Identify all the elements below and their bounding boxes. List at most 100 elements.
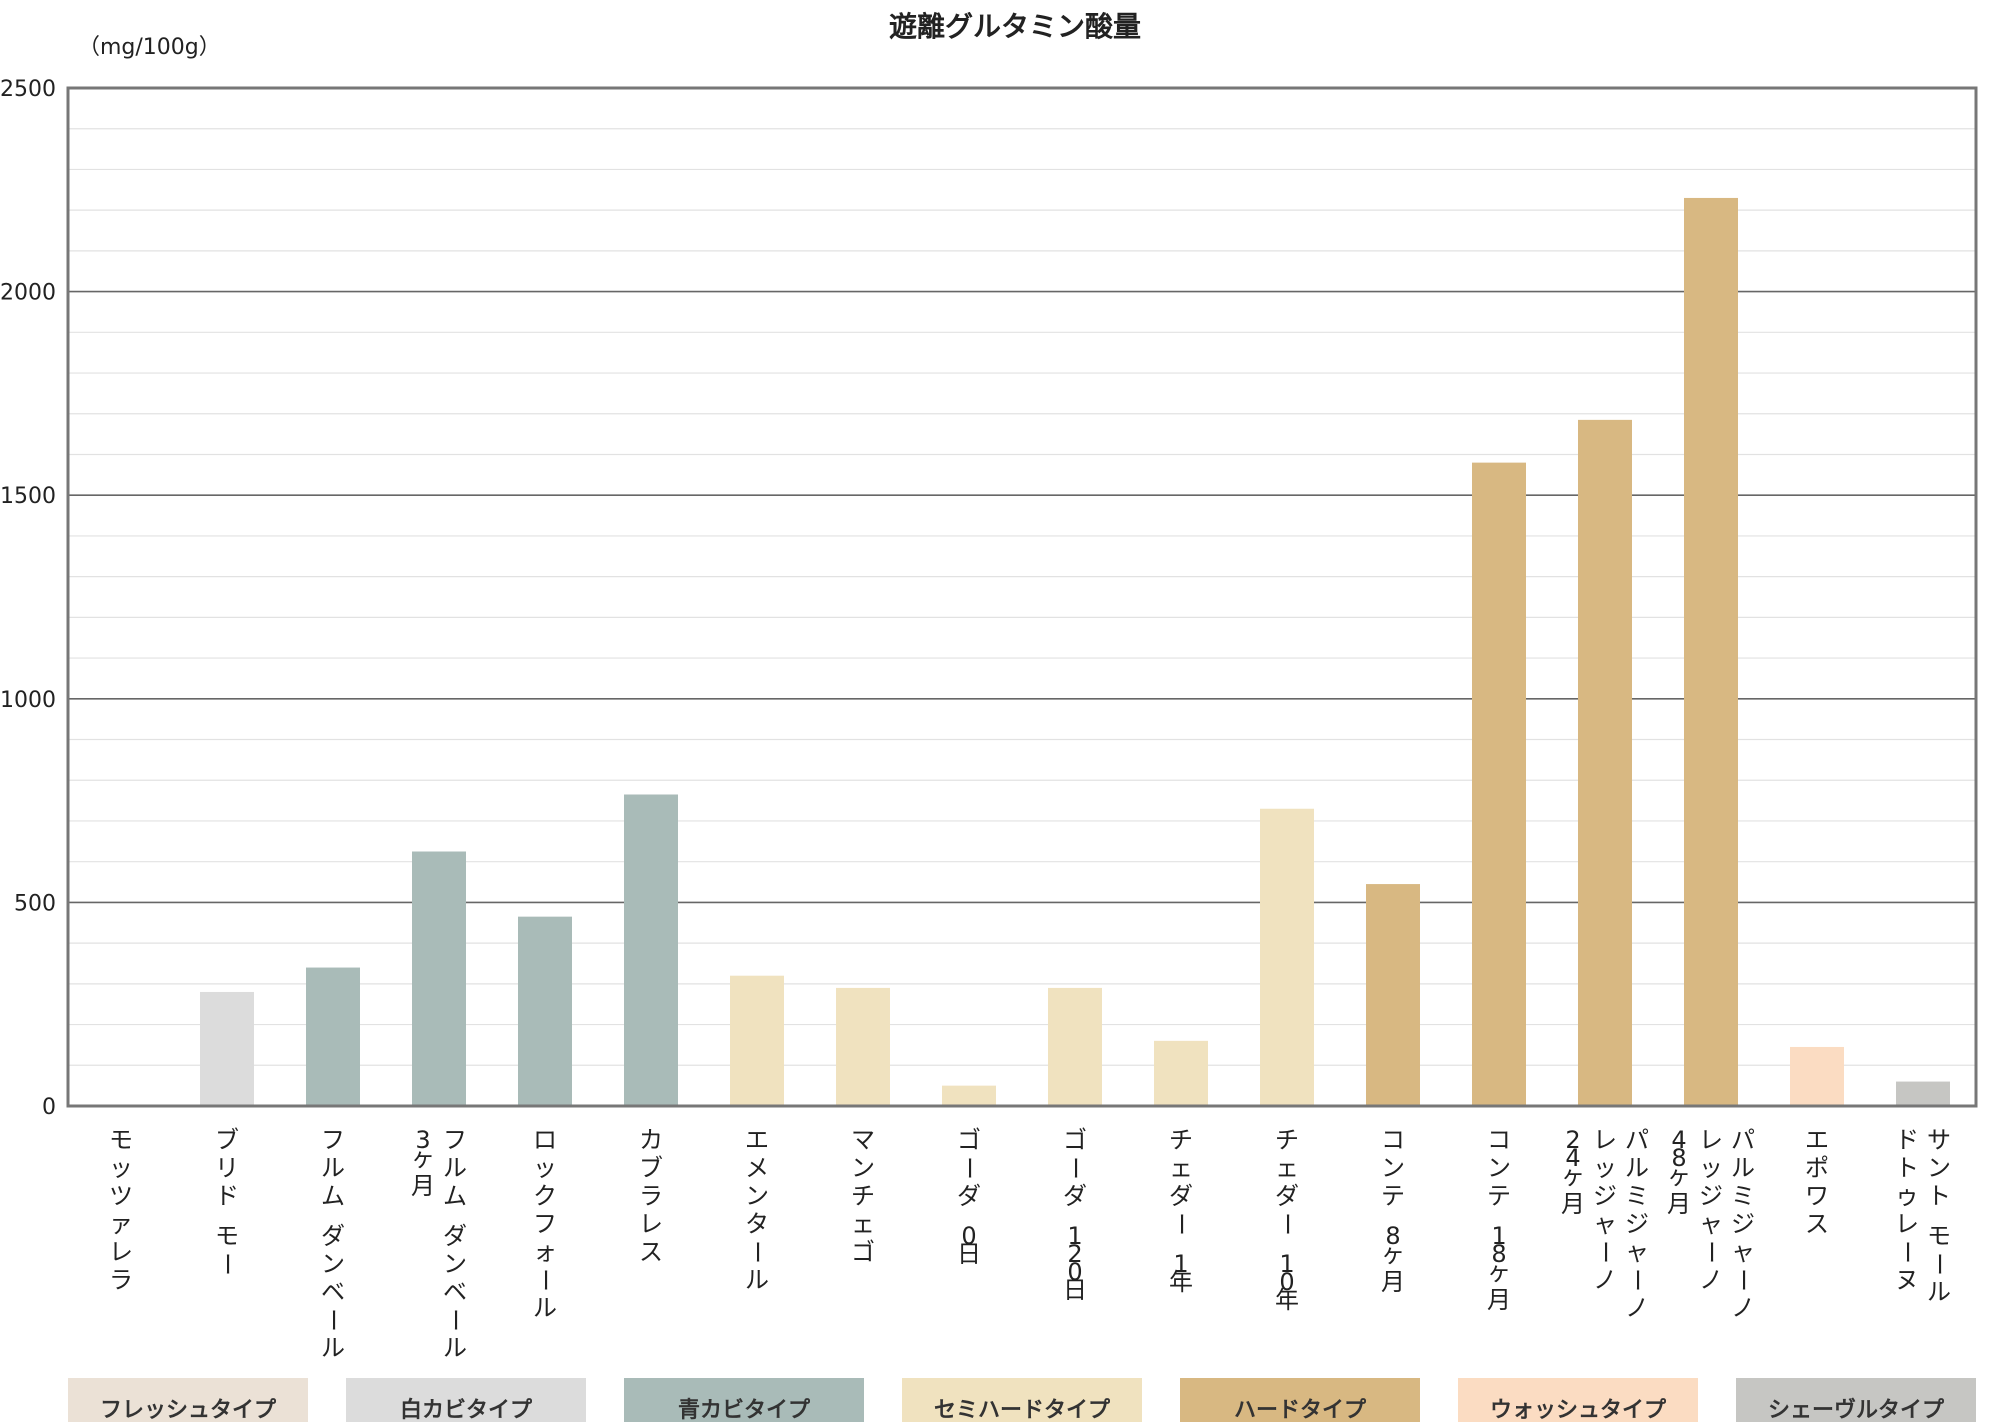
x-tick-label-char: ブ (639, 1154, 663, 1182)
x-tick-label-char: ー (1697, 1240, 1725, 1264)
x-tick-label-char: ダ (443, 1222, 467, 1250)
x-tick-label-char: ャ (1593, 1210, 1617, 1238)
x-tick-label-char: モ (215, 1222, 239, 1250)
x-tick-label-char: ォ (533, 1238, 557, 1266)
x-tick-label-char: ル (1927, 1278, 1951, 1306)
y-tick-label: 2500 (0, 77, 56, 102)
x-tick-label-char: マ (851, 1126, 875, 1154)
x-tick-label-char: ー (1893, 1240, 1921, 1264)
y-tick-label: 0 (42, 1095, 56, 1120)
x-tick-label-char: ム (321, 1182, 345, 1210)
x-tick-label-char: ッ (1593, 1154, 1617, 1182)
legend-label: 白カビタイプ (400, 1397, 533, 1422)
x-tick-label-char: パ (1625, 1126, 1649, 1154)
legend-swatch (346, 1378, 586, 1422)
x-tick-label-char: ッ (109, 1154, 133, 1182)
x-tick-label-char: ノ (1625, 1294, 1649, 1322)
x-tick-label-char: ベ (443, 1278, 467, 1306)
legend-swatch (1458, 1378, 1698, 1422)
legend-label: ウォッシュタイプ (1490, 1398, 1667, 1422)
x-tick-label-char: 1 (1491, 1222, 1506, 1250)
x-tick-label-char: コ (1487, 1126, 1511, 1154)
x-tick-label-char: ー (1167, 1212, 1195, 1236)
x-tick-label-char: レ (109, 1238, 133, 1266)
x-tick-label-char: ト (1895, 1154, 1919, 1182)
x-tick-label-char: ル (1625, 1154, 1649, 1182)
x-tick-label-char: 4 (1565, 1144, 1580, 1172)
x-tick-label-char: チ (1169, 1126, 1193, 1154)
x-tick-label-char: ジ (1731, 1210, 1755, 1238)
x-tick-label-char: 日 (1063, 1276, 1087, 1304)
x-tick-label-char: 3 (415, 1126, 430, 1154)
x-tick-label-char: 2 (1565, 1126, 1580, 1154)
x-tick-label-char: ミ (1625, 1182, 1649, 1210)
x-tick-label-char: ー (531, 1268, 559, 1292)
x-tick-label-char: ス (1805, 1210, 1829, 1238)
x-tick-label-char: 1 (1279, 1250, 1294, 1278)
bar (1154, 1040, 1208, 1106)
x-tick-label-char: エ (1805, 1126, 1829, 1154)
y-tick-label: 1000 (0, 688, 56, 713)
legend-label: ハードタイプ (1234, 1398, 1367, 1422)
bar (412, 851, 466, 1106)
x-tick-label-char: ン (1487, 1154, 1511, 1182)
x-tick-label-char: ダ (321, 1222, 345, 1250)
x-tick-label-char: サ (1927, 1126, 1951, 1154)
x-tick-label-char: タ (745, 1210, 769, 1238)
x-tick-label-char: ク (533, 1182, 557, 1210)
x-tick-label-char: フ (321, 1126, 345, 1154)
x-tick-label-char: ヌ (1895, 1266, 1919, 1294)
x-tick-label-char: ル (1731, 1154, 1755, 1182)
x-tick-label-char: チ (1275, 1126, 1299, 1154)
x-tick-label-char: ン (745, 1182, 769, 1210)
x-tick-label-char: テ (1487, 1182, 1511, 1210)
x-tick-label-char: ェ (851, 1210, 875, 1238)
x-tick-label-char: ラ (639, 1182, 663, 1210)
legend-swatch (624, 1378, 864, 1422)
x-tick-label-char: ー (1273, 1212, 1301, 1236)
x-tick-label-char: ッ (533, 1154, 557, 1182)
x-tick-label-char: メ (745, 1154, 769, 1182)
legend-swatch (902, 1378, 1142, 1422)
x-tick-label-char: ワ (1805, 1182, 1829, 1210)
x-tick-label-char: 0 (961, 1222, 976, 1250)
x-tick-label-char: ロ (533, 1126, 557, 1154)
bar (1260, 808, 1314, 1106)
x-tick-label-char: カ (639, 1126, 663, 1154)
legend-swatch (68, 1378, 308, 1422)
x-tick-label-char: 0 (1279, 1268, 1294, 1296)
x-tick-label-char: 日 (957, 1240, 981, 1268)
x-tick-label-char: ン (1927, 1154, 1951, 1182)
chart-title: 遊離グルタミン酸量 (889, 10, 1141, 43)
x-tick-label-char: ャ (1699, 1210, 1723, 1238)
legend-label: 青カビタイプ (678, 1398, 811, 1422)
legend-label: シェーヴルタイプ (1768, 1397, 1945, 1422)
x-tick-label-char: ル (443, 1154, 467, 1182)
x-tick-label-char: ノ (1593, 1266, 1617, 1294)
y-tick-label: 1500 (0, 484, 56, 509)
x-tick-label-char: ツ (109, 1182, 133, 1210)
x-tick-label-char: 0 (1067, 1258, 1082, 1286)
y-tick-labels: 0 500 1000 1500 2000 2500 (0, 77, 56, 1120)
x-tick-label-char: 月 (1667, 1190, 1691, 1218)
x-tick-label-char: ミ (1731, 1182, 1755, 1210)
x-tick-label-char: 月 (1487, 1286, 1511, 1314)
x-tick-label-char: ヶ (411, 1144, 435, 1172)
x-tick-label-char: ャ (1731, 1238, 1755, 1266)
x-tick-label-char: ル (745, 1266, 769, 1294)
x-tick-label-char: ダ (1063, 1182, 1087, 1210)
bar (1684, 197, 1738, 1107)
x-tick-label-char: ジ (1699, 1182, 1723, 1210)
x-tick-label-char: ー (1729, 1268, 1757, 1292)
x-tick-label-char: ァ (109, 1210, 133, 1238)
bar (518, 916, 572, 1106)
x-tick-label-char: ャ (1625, 1238, 1649, 1266)
x-tick-label-char: テ (1381, 1182, 1405, 1210)
legend-swatch (1180, 1378, 1420, 1422)
x-tick-label-char: 2 (1067, 1240, 1082, 1268)
x-tick-label-char: ジ (1593, 1182, 1617, 1210)
bar (200, 991, 254, 1106)
x-tick-label-char: ゴ (957, 1126, 981, 1154)
x-tick-label-char: 月 (1381, 1268, 1405, 1296)
x-tick-label-char: ゥ (1895, 1182, 1919, 1210)
